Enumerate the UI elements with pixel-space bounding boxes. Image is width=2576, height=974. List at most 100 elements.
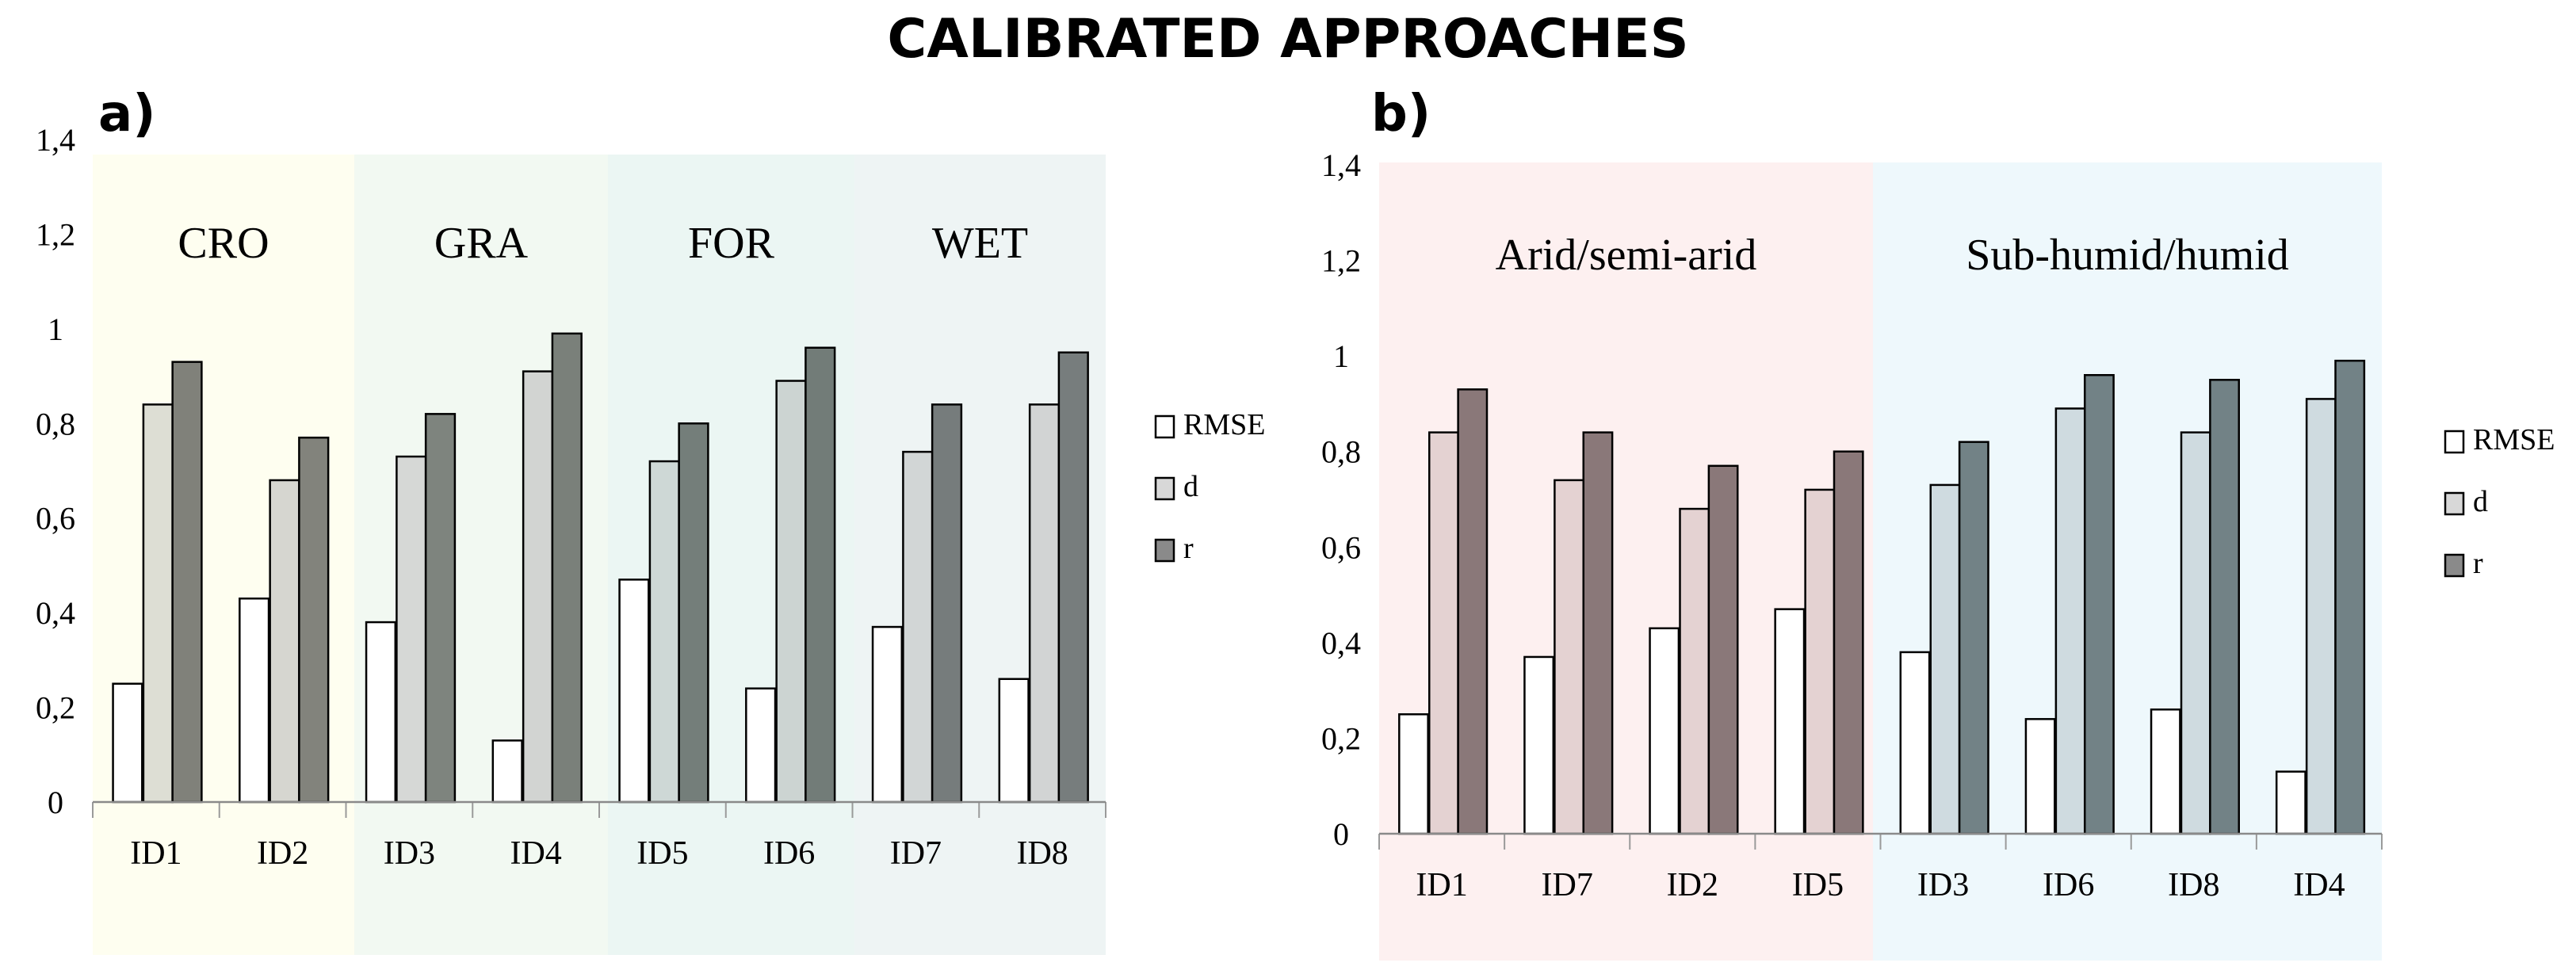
- legend-swatch-rmse: [2444, 430, 2465, 454]
- group-label-for: FOR: [688, 219, 775, 268]
- bar-d-id1: [1428, 431, 1459, 835]
- figure-title: CALIBRATED APPROACHES: [887, 8, 1688, 71]
- category-label-id6: ID6: [2043, 867, 2094, 903]
- legend-label-rmse: RMSE: [1183, 408, 1265, 441]
- bar-rmse-id3: [365, 621, 397, 804]
- bar-rmse-id7: [871, 625, 904, 804]
- bar-d-id4: [522, 370, 554, 804]
- category-label-id4: ID4: [2293, 867, 2345, 903]
- bar-r-id7: [931, 403, 963, 804]
- bar-r-id5: [678, 422, 709, 804]
- category-label-id3: ID3: [384, 835, 435, 872]
- bar-d-id3: [396, 455, 427, 804]
- group-label-sub-humid-humid: Sub-humid/humid: [1966, 231, 2289, 280]
- legend-swatch-d: [1154, 476, 1175, 501]
- category-label-id2: ID2: [257, 835, 308, 872]
- y-tick-label: 0,6: [36, 501, 75, 537]
- legend-label-rmse: RMSE: [2473, 423, 2555, 456]
- category-label-id5: ID5: [636, 835, 688, 872]
- bar-d-id7: [1554, 479, 1584, 835]
- bar-rmse-id4: [2275, 770, 2307, 835]
- bar-r-id3: [1958, 441, 1989, 835]
- bar-r-id2: [1707, 464, 1739, 835]
- bar-d-id3: [1929, 483, 1961, 835]
- bar-rmse-id7: [1523, 655, 1555, 835]
- bar-rmse-id1: [112, 682, 143, 804]
- y-tick-label: 0,2: [1321, 720, 1361, 756]
- category-label-id6: ID6: [763, 835, 815, 872]
- bar-rmse-id5: [618, 579, 650, 804]
- group-label-wet: WET: [932, 219, 1028, 268]
- bar-d-id1: [142, 403, 174, 804]
- legend-label-d: d: [2473, 485, 2488, 518]
- category-label-id7: ID7: [1542, 867, 1593, 903]
- bar-d-id4: [2305, 398, 2337, 835]
- category-label-id8: ID8: [1016, 835, 1068, 872]
- y-tick-label: 0,4: [36, 595, 75, 631]
- y-tick-label: 0: [48, 785, 63, 820]
- bar-r-id1: [1457, 388, 1489, 835]
- bar-r-id1: [171, 361, 203, 804]
- bar-r-id6: [805, 346, 836, 804]
- bar-rmse-id2: [239, 597, 270, 804]
- legend-label-r: r: [1183, 532, 1194, 565]
- panel-b-chart: b) Arid/semi-arid Sub-humid/humid 0 0,2 0,4 0…: [1321, 85, 2555, 961]
- category-label-id1: ID1: [130, 835, 182, 872]
- bar-rmse-id2: [1649, 627, 1680, 835]
- category-label-id4: ID4: [510, 835, 561, 872]
- bar-r-id5: [1833, 450, 1864, 835]
- y-tick-label: 1,4: [1321, 147, 1361, 183]
- bar-r-id2: [298, 436, 330, 804]
- legend-label-d: d: [1183, 470, 1198, 503]
- y-tick-label: 1,2: [36, 216, 75, 252]
- group-label-gra: GRA: [434, 219, 529, 268]
- bar-d-id2: [269, 479, 300, 804]
- y-tick-label: 1: [48, 311, 63, 347]
- panel-a-label: a): [98, 85, 155, 143]
- y-tick-label: 0,2: [36, 690, 75, 726]
- bar-d-id5: [648, 460, 680, 804]
- y-tick-label: 0,4: [1321, 625, 1361, 661]
- bar-d-id5: [1804, 488, 1836, 835]
- bar-r-id6: [2083, 374, 2115, 835]
- category-label-id7: ID7: [890, 835, 942, 872]
- legend-swatch-rmse: [1154, 414, 1175, 439]
- bar-r-id8: [1057, 351, 1089, 804]
- panel-b-label: b): [1371, 85, 1431, 143]
- y-tick-label: 0: [1333, 816, 1349, 852]
- y-tick-label: 1,2: [1321, 243, 1361, 279]
- legend-label-r: r: [2473, 547, 2483, 580]
- bar-r-id4: [2334, 359, 2366, 835]
- bar-d-id6: [2054, 407, 2086, 835]
- panel-a-chart: a) CRO GRA FOR WET 0 0,2 0,4 0,6 0,8 1 1,2 1,4 ID1 ID…: [36, 85, 1265, 955]
- category-label-id1: ID1: [1416, 867, 1467, 903]
- category-label-id8: ID8: [2168, 867, 2219, 903]
- legend-swatch-d: [2444, 491, 2465, 516]
- bar-r-id8: [2209, 379, 2240, 835]
- y-tick-label: 1,4: [36, 122, 75, 158]
- bar-d-id8: [1028, 403, 1061, 804]
- category-label-id5: ID5: [1792, 867, 1844, 903]
- bar-d-id6: [775, 380, 807, 804]
- bar-rmse-id3: [1899, 651, 1931, 835]
- bar-d-id7: [902, 450, 934, 804]
- category-label-id3: ID3: [1917, 867, 1969, 903]
- bar-rmse-id1: [1398, 713, 1429, 835]
- y-tick-label: 0,8: [1321, 434, 1361, 470]
- y-tick-label: 1: [1333, 338, 1349, 374]
- bar-r-id4: [551, 332, 583, 804]
- bar-rmse-id4: [491, 739, 523, 804]
- bar-rmse-id5: [1774, 608, 1806, 835]
- bar-rmse-id8: [2150, 709, 2181, 835]
- bar-rmse-id6: [745, 687, 777, 804]
- group-label-arid-semi-arid: Arid/semi-arid: [1496, 231, 1757, 280]
- bar-r-id7: [1582, 431, 1614, 835]
- y-tick-label: 0,6: [1321, 529, 1361, 565]
- legend-swatch-r: [2444, 553, 2465, 578]
- bar-r-id3: [424, 413, 457, 804]
- category-label-id2: ID2: [1667, 867, 1718, 903]
- bar-rmse-id6: [2024, 718, 2056, 835]
- bar-d-id8: [2180, 431, 2211, 835]
- bar-rmse-id8: [998, 678, 1030, 804]
